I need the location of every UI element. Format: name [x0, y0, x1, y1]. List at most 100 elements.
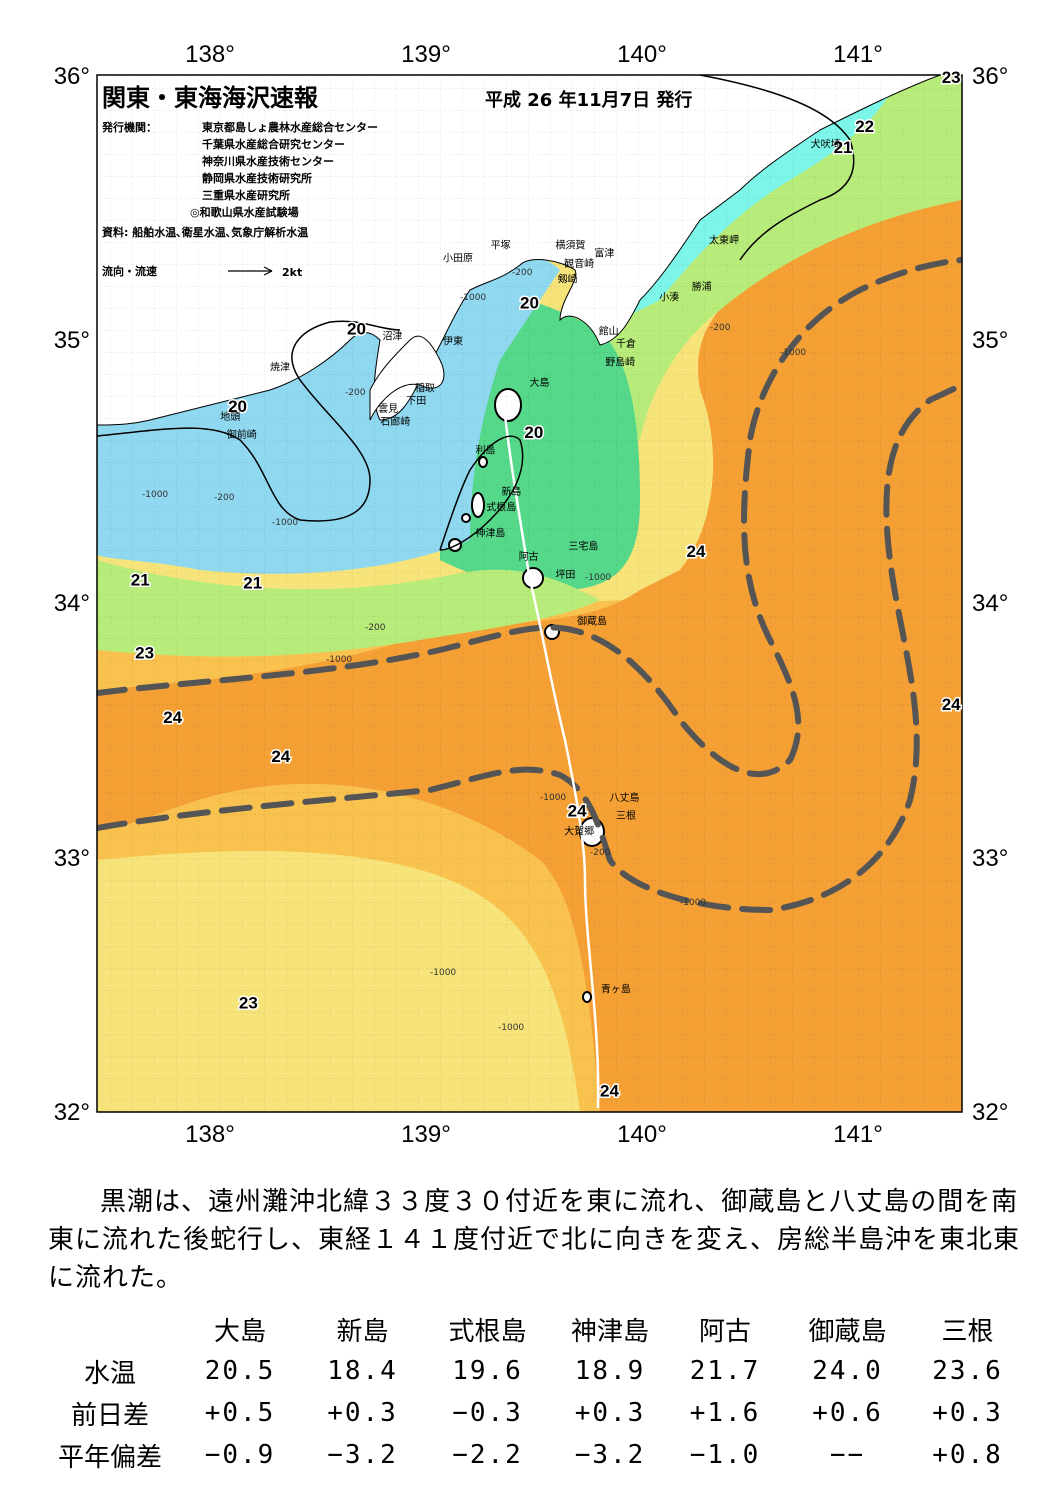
map-title: 関東・東海海沢速報 [102, 84, 319, 112]
place-name: 大島 [530, 376, 550, 389]
isotherm-label: 24 [568, 801, 587, 820]
table-row: 水温 20.5 18.4 19.6 18.9 21.7 24.0 23.6 [40, 1350, 1020, 1392]
issuer-6: ◎和歌山県水産試験場 [190, 205, 299, 219]
table-cell: +1.6 [689, 1398, 761, 1428]
map-frame [96, 74, 963, 1113]
place-name: 利島 [475, 444, 495, 457]
isotherm-label: 23 [239, 993, 258, 1012]
flow-label: 流向・流速 [102, 264, 157, 278]
issuer-2: 千葉県水産総合研究センター [202, 137, 345, 151]
place-name: 大賀郷 [564, 825, 594, 838]
issuer-1: 東京都島しょ農林水産総合センター [202, 120, 378, 134]
table-cell: +0.6 [812, 1398, 883, 1428]
issuer-label: 発行機関： [101, 120, 157, 134]
lat-right-32: 32° [972, 1099, 1008, 1126]
kuroshio-south-edge [97, 382, 962, 914]
isotherm-lines [97, 75, 855, 551]
isotherm-label: 20 [228, 397, 247, 416]
table-cell: −3.2 [574, 1440, 646, 1470]
place-name: 焼津 [270, 362, 290, 374]
depth-label: -200 [214, 493, 235, 503]
table-row: 平年偏差 −0.9 −3.2 −2.2 −3.2 −1.0 −− +0.8 [40, 1434, 1020, 1476]
station-header: 式根島 [448, 1316, 527, 1347]
place-name: 平塚 [491, 240, 511, 252]
place-name: 勝浦 [692, 280, 712, 293]
isotherm-label: 24 [942, 695, 961, 714]
table-cell: −1.0 [689, 1440, 761, 1470]
table-cell: +0.5 [204, 1398, 276, 1428]
place-name: 観音崎 [564, 257, 594, 270]
lat-left-32: 32° [54, 1099, 90, 1126]
place-name: 犬吠埼 [811, 138, 841, 151]
lat-right-35: 35° [972, 327, 1008, 354]
place-name: 沼津 [382, 329, 402, 342]
place-name: 式根島 [486, 501, 516, 514]
depth-label: -200 [710, 323, 731, 333]
flow-arrow-head [263, 266, 273, 276]
lon-bot-139: 139° [401, 1121, 451, 1148]
table-row: 前日差 +0.5 +0.3 −0.3 +0.3 +1.6 +0.6 +0.3 [40, 1392, 1020, 1434]
place-name: 神津島 [475, 526, 505, 539]
lon-top-140: 140° [617, 41, 667, 68]
place-name: 横須賀 [555, 239, 585, 252]
place-name: 御蔵島 [577, 615, 607, 628]
place-name: 千倉 [616, 337, 636, 350]
place-name: 富津 [594, 246, 614, 259]
table-cell: 20.5 [204, 1356, 276, 1386]
table-cell: 24.0 [812, 1356, 883, 1386]
lon-bot-140: 140° [617, 1121, 667, 1148]
map-body [97, 75, 962, 1112]
description: 黒潮は、遠州灘沖北緯３３度３０付近を東に流れ、御蔵島と八丈島の間を南東に流れた後… [48, 1183, 1023, 1297]
place-name: 阿古 [519, 550, 539, 563]
axis-labels: 138° 139° 140° 141° 138° 139° 140° 141° … [54, 41, 1009, 1148]
station-header: 神津島 [570, 1316, 649, 1347]
table-cell: −2.2 [452, 1440, 523, 1470]
kuroshio-paths [97, 257, 962, 914]
depth-label: -1000 [272, 518, 298, 528]
kuroshio-north-edge [97, 257, 962, 778]
depth-label: -200 [345, 388, 366, 398]
lat-right-34: 34° [972, 590, 1008, 617]
table-cell: −0.3 [452, 1398, 523, 1428]
isotherm-label: 20 [520, 293, 539, 312]
table-cell: +0.8 [932, 1440, 1003, 1470]
isotherm-label: 20 [347, 319, 366, 338]
isotherm-label: 24 [271, 747, 290, 766]
place-name: 太東岬 [709, 234, 739, 247]
lat-left-33: 33° [54, 845, 90, 872]
depth-label: -1000 [430, 968, 456, 978]
table-cell: −3.2 [327, 1440, 398, 1470]
lat-right-36: 36° [972, 63, 1008, 90]
row-label: 水温 [83, 1358, 136, 1389]
lon-top-141: 141° [833, 41, 883, 68]
station-header: 阿古 [698, 1316, 751, 1347]
isotherm-label: 24 [687, 542, 706, 561]
description-text: 黒潮は、遠州灘沖北緯３３度３０付近を東に流れ、御蔵島と八丈島の間を南東に流れた後… [48, 1187, 1021, 1293]
table-cell: 21.7 [689, 1356, 761, 1386]
table-cell: +0.3 [327, 1398, 398, 1428]
issuer-4: 静岡県水産技術研究所 [202, 171, 312, 185]
place-name: 石廊崎 [380, 415, 410, 428]
place-name: 八丈島 [610, 791, 640, 804]
depth-label: -1000 [326, 655, 352, 665]
table-cell: +0.3 [574, 1398, 646, 1428]
isotherm-label: 21 [243, 573, 262, 592]
depth-label: -1000 [460, 293, 486, 303]
station-header: 三根 [941, 1316, 994, 1347]
ship-track [503, 414, 600, 1109]
table-cell: 18.9 [574, 1356, 646, 1386]
depth-label: -1000 [498, 1023, 524, 1033]
isotherm-label: 20 [524, 423, 543, 442]
table-cell: 23.6 [932, 1356, 1003, 1386]
temperature-table: 大島 新島 式根島 神津島 阿古 御蔵島 三根 水温 20.5 18.4 19.… [40, 1308, 1020, 1476]
lat-right-33: 33° [972, 845, 1008, 872]
lon-top-138: 138° [185, 41, 235, 68]
depth-label: -1000 [780, 348, 806, 358]
place-name: 地頭 [220, 410, 240, 423]
isotherm-label: 24 [163, 708, 182, 727]
row-label: 前日差 [70, 1400, 149, 1431]
place-name: 稲取 [415, 382, 435, 394]
depth-label: -200 [512, 268, 533, 278]
